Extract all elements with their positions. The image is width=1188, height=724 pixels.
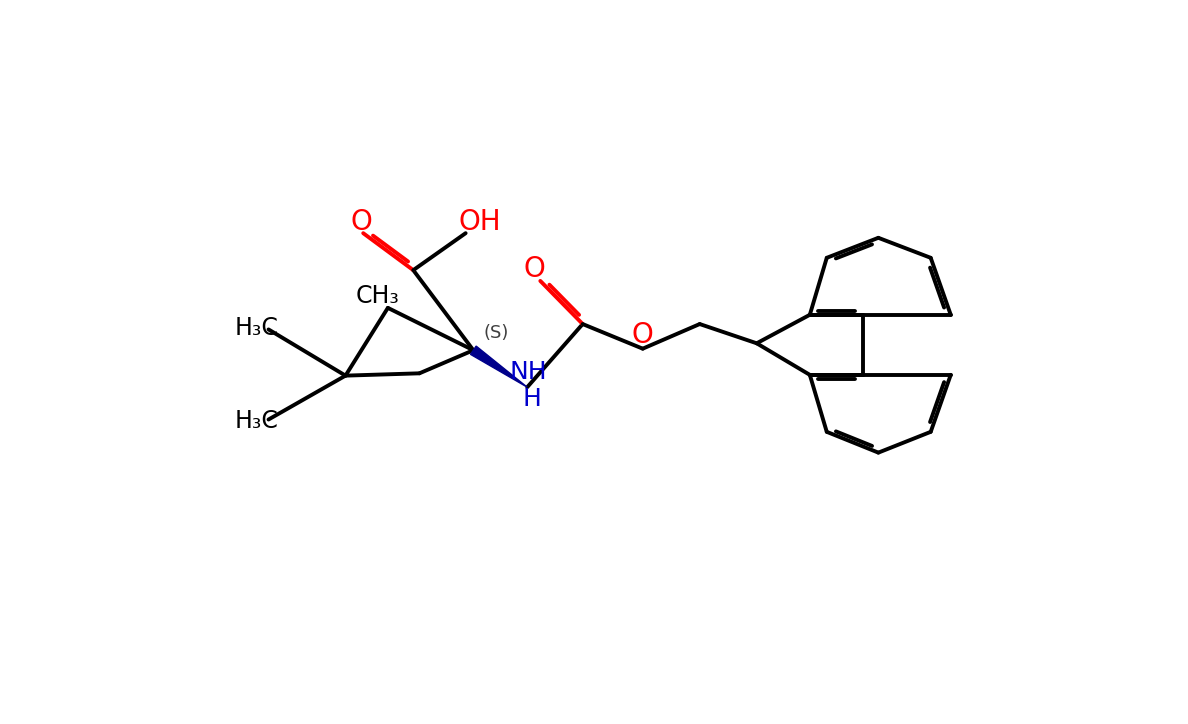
Text: H₃C: H₃C xyxy=(234,409,278,433)
Text: OH: OH xyxy=(459,209,501,237)
Text: NH: NH xyxy=(510,360,548,384)
Text: H: H xyxy=(523,387,542,411)
Text: O: O xyxy=(632,321,653,349)
Text: O: O xyxy=(523,255,545,282)
Text: O: O xyxy=(350,209,373,237)
Polygon shape xyxy=(470,346,527,387)
Text: H₃C: H₃C xyxy=(234,316,278,340)
Text: CH₃: CH₃ xyxy=(355,284,399,308)
Text: (S): (S) xyxy=(484,324,510,342)
